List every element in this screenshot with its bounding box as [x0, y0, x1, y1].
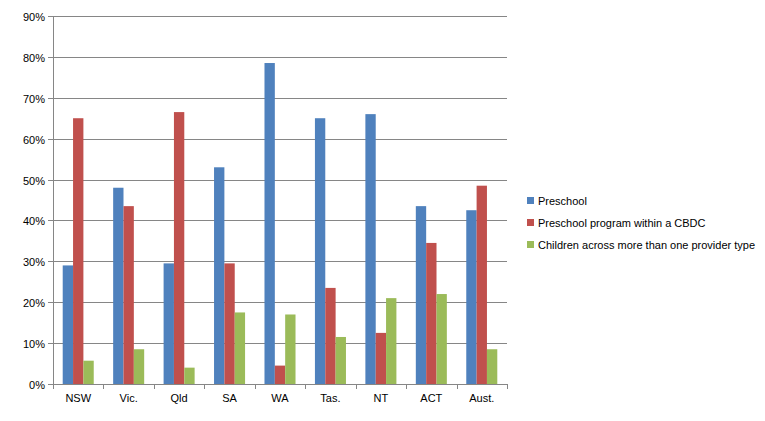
bar — [174, 112, 184, 384]
x-tick-label: WA — [271, 392, 289, 404]
legend-label: Children across more than one provider t… — [538, 239, 755, 251]
y-tick-label: 50% — [23, 175, 45, 187]
bar — [426, 243, 436, 384]
y-tick — [48, 180, 53, 181]
y-tick-label: 80% — [23, 52, 45, 64]
x-tick-label: SA — [222, 392, 237, 404]
x-tick-label: NT — [374, 392, 389, 404]
x-tick-label: Vic. — [120, 392, 138, 404]
x-tick-label: Aust. — [469, 392, 494, 404]
bar — [386, 298, 396, 384]
y-tick-label: 20% — [23, 297, 45, 309]
y-axis — [53, 16, 54, 384]
x-tick — [204, 384, 205, 389]
y-tick-label: 60% — [23, 134, 45, 146]
y-tick-label: 70% — [23, 93, 45, 105]
y-tick — [48, 57, 53, 58]
y-tick-label: 40% — [23, 215, 45, 227]
x-tick — [305, 384, 306, 389]
grid-line — [53, 57, 507, 58]
legend-label: Preschool — [538, 195, 587, 207]
x-tick — [103, 384, 104, 389]
grid-line — [53, 16, 507, 17]
x-tick — [53, 384, 54, 389]
bar — [134, 349, 144, 384]
legend-label: Preschool program within a CBDC — [538, 217, 706, 229]
bar — [285, 314, 295, 384]
x-tick-label: NSW — [65, 392, 91, 404]
grid-line — [53, 98, 507, 99]
bar — [325, 288, 335, 384]
legend-swatch — [527, 197, 534, 204]
bar — [477, 186, 487, 384]
legend-swatch — [527, 219, 534, 226]
y-tick-label: 10% — [23, 338, 45, 350]
x-tick — [406, 384, 407, 389]
x-tick-label: Qld — [171, 392, 188, 404]
y-tick — [48, 16, 53, 17]
bar — [315, 118, 325, 384]
bar — [164, 263, 174, 384]
grid-line — [53, 384, 507, 385]
y-tick — [48, 261, 53, 262]
x-tick-label: Tas. — [320, 392, 340, 404]
bar — [466, 210, 476, 384]
y-tick — [48, 139, 53, 140]
grid-line — [53, 180, 507, 181]
x-tick — [154, 384, 155, 389]
legend: Preschool Preschool program within a CBDC… — [527, 195, 755, 251]
bar — [275, 366, 285, 384]
y-tick-label: 0% — [29, 379, 45, 391]
bar — [113, 188, 123, 384]
bar — [63, 265, 73, 384]
bar — [235, 312, 245, 384]
bar — [416, 206, 426, 384]
x-tick — [507, 384, 508, 389]
bar — [376, 333, 386, 384]
bar — [336, 337, 346, 384]
bar — [365, 114, 375, 384]
bar — [73, 118, 83, 384]
y-tick — [48, 343, 53, 344]
bars — [63, 63, 498, 384]
y-tick-label: 30% — [23, 256, 45, 268]
bar — [487, 349, 497, 384]
y-tick — [48, 220, 53, 221]
bar — [184, 368, 194, 384]
x-axis — [53, 384, 507, 385]
y-tick — [48, 98, 53, 99]
bar — [437, 294, 447, 384]
bar — [83, 361, 93, 384]
y-tick — [48, 384, 53, 385]
y-tick-label: 90% — [23, 11, 45, 23]
x-tick — [356, 384, 357, 389]
bar — [224, 263, 234, 384]
y-tick — [48, 302, 53, 303]
bar — [214, 167, 224, 384]
x-tick — [457, 384, 458, 389]
chart: 0% 10% 20% 30% 40% 50% 60% 70% 80% 90% NSW Vic. Qld S… — [0, 0, 765, 421]
x-tick — [255, 384, 256, 389]
legend-swatch — [527, 241, 534, 248]
grid-line — [53, 139, 507, 140]
bar — [123, 206, 133, 384]
x-tick-label: ACT — [420, 392, 442, 404]
bar — [264, 63, 274, 384]
